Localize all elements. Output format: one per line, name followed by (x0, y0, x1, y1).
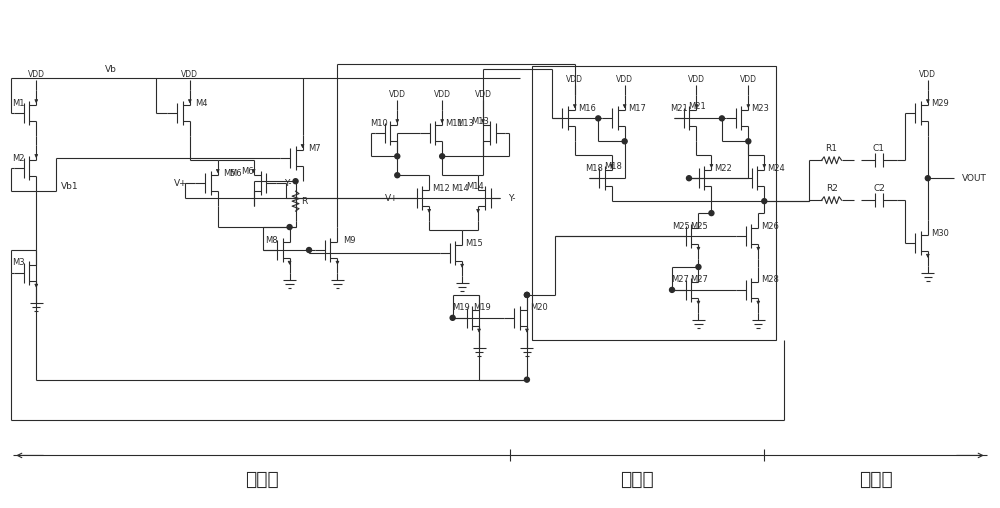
Text: VOUT: VOUT (962, 174, 987, 183)
Text: VDD: VDD (688, 76, 705, 84)
Text: M5: M5 (223, 169, 236, 178)
Text: M12: M12 (432, 184, 450, 193)
Circle shape (524, 293, 529, 297)
Text: VDD: VDD (181, 71, 198, 79)
Text: M22: M22 (715, 164, 732, 173)
Text: VDD: VDD (616, 76, 633, 84)
Text: 增益级: 增益级 (620, 470, 654, 489)
Circle shape (524, 377, 529, 382)
Text: M15: M15 (465, 239, 483, 247)
Text: C2: C2 (873, 184, 885, 193)
Text: M14: M14 (451, 184, 469, 193)
Text: M19: M19 (452, 303, 470, 312)
Text: M29: M29 (931, 99, 949, 108)
Circle shape (719, 116, 724, 121)
Circle shape (450, 315, 455, 321)
Circle shape (287, 225, 292, 230)
Text: Vb1: Vb1 (61, 182, 79, 190)
Text: M3: M3 (12, 259, 25, 268)
Circle shape (596, 116, 601, 121)
Text: M6: M6 (229, 169, 242, 178)
Text: M13: M13 (456, 119, 474, 128)
Circle shape (925, 176, 930, 181)
Text: M1: M1 (12, 99, 25, 108)
Text: V+: V+ (174, 179, 187, 187)
Circle shape (686, 176, 691, 181)
Text: M25: M25 (672, 221, 689, 231)
Text: M20: M20 (530, 303, 548, 312)
Text: M23: M23 (751, 104, 769, 113)
Text: M30: M30 (931, 229, 949, 238)
Circle shape (440, 154, 445, 159)
Text: M18: M18 (585, 164, 603, 173)
Text: M27: M27 (691, 275, 708, 284)
Text: M7: M7 (308, 144, 321, 153)
Text: R: R (301, 197, 308, 206)
Text: VDD: VDD (475, 90, 492, 100)
Circle shape (762, 199, 767, 204)
Text: VDD: VDD (434, 90, 451, 100)
Text: M21: M21 (670, 104, 687, 113)
Text: M21: M21 (689, 102, 706, 111)
Text: VDD: VDD (919, 71, 936, 79)
Text: M28: M28 (761, 275, 779, 284)
Text: M24: M24 (767, 164, 785, 173)
Text: M13: M13 (471, 117, 489, 126)
Circle shape (670, 288, 675, 293)
Text: M2: M2 (12, 154, 25, 163)
Circle shape (395, 154, 400, 159)
Text: VDD: VDD (28, 71, 45, 79)
Text: Vb: Vb (105, 65, 117, 74)
Text: Y-: Y- (284, 179, 292, 187)
Circle shape (524, 293, 529, 297)
Text: M8: M8 (265, 236, 278, 244)
Text: VDD: VDD (740, 76, 757, 84)
Text: M16: M16 (578, 104, 596, 113)
Circle shape (307, 247, 312, 252)
Text: R1: R1 (826, 144, 838, 153)
Text: VDD: VDD (389, 90, 406, 100)
Text: M25: M25 (691, 221, 708, 231)
Bar (532, 66, 776, 340)
Text: V+: V+ (385, 194, 399, 203)
Circle shape (395, 173, 400, 178)
Text: M10: M10 (370, 119, 388, 128)
Text: M4: M4 (196, 99, 208, 108)
Text: M18: M18 (604, 162, 622, 171)
Text: 输入级: 输入级 (245, 470, 279, 489)
Circle shape (709, 211, 714, 215)
Text: C1: C1 (873, 144, 885, 153)
Circle shape (622, 139, 627, 144)
Text: M6: M6 (241, 167, 254, 176)
Text: M27: M27 (672, 275, 689, 284)
Text: M17: M17 (628, 104, 646, 113)
Text: M9: M9 (343, 236, 356, 244)
Circle shape (293, 179, 298, 184)
Text: M19: M19 (473, 303, 491, 312)
Text: M26: M26 (761, 221, 779, 231)
Circle shape (746, 139, 751, 144)
Text: R2: R2 (826, 184, 838, 193)
Text: Y-: Y- (508, 194, 516, 203)
Text: M11: M11 (445, 119, 463, 128)
Text: VDD: VDD (566, 76, 583, 84)
Text: M14: M14 (466, 182, 484, 190)
Circle shape (696, 265, 701, 269)
Text: 输出级: 输出级 (859, 470, 892, 489)
